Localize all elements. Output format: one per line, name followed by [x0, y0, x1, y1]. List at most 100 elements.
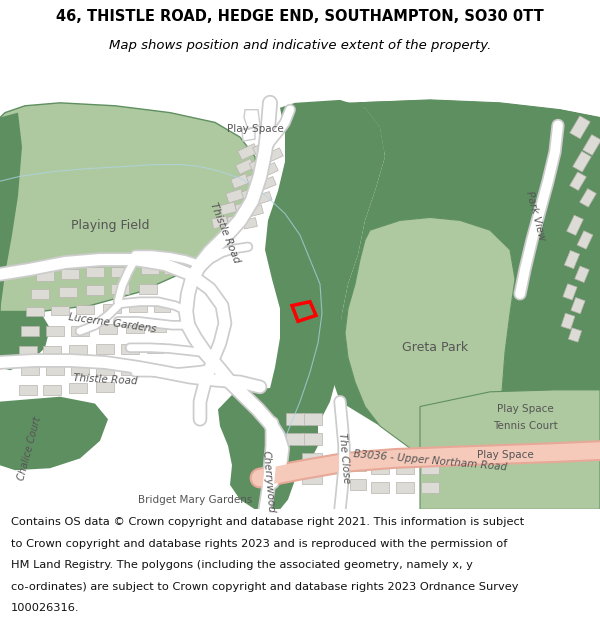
Text: Thistle Road: Thistle Road	[208, 201, 242, 265]
Bar	[139, 284, 157, 294]
Bar	[350, 460, 366, 471]
Bar	[111, 284, 129, 294]
Text: Play Space: Play Space	[497, 404, 553, 414]
Bar	[61, 269, 79, 279]
Polygon shape	[0, 397, 108, 470]
Text: Cherrywood: Cherrywood	[260, 450, 276, 514]
Bar	[248, 204, 263, 216]
Bar	[267, 148, 283, 162]
Bar	[71, 366, 89, 375]
Text: 100026316.: 100026316.	[11, 603, 79, 613]
Bar	[566, 215, 583, 236]
Bar	[141, 264, 159, 274]
Bar	[96, 366, 114, 375]
Bar	[568, 328, 581, 342]
Bar	[238, 144, 258, 160]
Bar	[126, 323, 144, 333]
Text: B3036 - Upper Northam Road: B3036 - Upper Northam Road	[353, 449, 507, 472]
Bar	[103, 304, 121, 314]
Bar	[43, 385, 61, 395]
Polygon shape	[0, 103, 258, 311]
Bar	[247, 171, 263, 185]
Bar	[19, 385, 37, 395]
Bar	[561, 313, 575, 329]
Bar	[256, 191, 272, 204]
Bar	[43, 346, 61, 356]
Bar	[573, 151, 591, 172]
Polygon shape	[0, 311, 50, 370]
Bar	[286, 413, 304, 425]
Polygon shape	[358, 100, 600, 208]
Bar	[302, 452, 322, 464]
Bar	[59, 287, 77, 297]
Text: HM Land Registry. The polygons (including the associated geometry, namely x, y: HM Land Registry. The polygons (includin…	[11, 560, 473, 570]
Bar	[36, 271, 54, 281]
Bar	[26, 307, 44, 316]
Text: Park View: Park View	[524, 189, 547, 241]
Text: Lucerne Gardens: Lucerne Gardens	[67, 312, 157, 334]
Bar	[76, 304, 94, 314]
Bar	[150, 322, 166, 332]
Bar	[253, 141, 271, 157]
Bar	[96, 344, 114, 354]
Bar	[236, 159, 254, 174]
Bar	[243, 217, 257, 229]
Bar	[241, 188, 259, 201]
Bar	[86, 268, 104, 278]
Text: co-ordinates) are subject to Crown copyright and database rights 2023 Ordnance S: co-ordinates) are subject to Crown copyr…	[11, 582, 518, 592]
Polygon shape	[262, 100, 385, 451]
Text: Map shows position and indicative extent of the property.: Map shows position and indicative extent…	[109, 39, 491, 52]
Bar	[350, 479, 366, 490]
Bar	[565, 251, 580, 269]
Bar	[583, 134, 600, 155]
Text: Playing Field: Playing Field	[71, 219, 149, 232]
Text: Thistle Road: Thistle Road	[73, 373, 137, 387]
Bar	[227, 214, 243, 226]
Bar	[569, 172, 586, 191]
Bar	[260, 176, 276, 190]
Bar	[220, 202, 236, 215]
Bar	[51, 306, 69, 316]
Text: Chalice Court: Chalice Court	[17, 416, 43, 482]
Bar	[111, 268, 129, 278]
Text: Greta Park: Greta Park	[402, 341, 468, 354]
Bar	[19, 346, 37, 356]
Bar	[570, 116, 590, 139]
Bar	[86, 285, 104, 295]
Bar	[21, 366, 39, 375]
Polygon shape	[330, 100, 600, 470]
Polygon shape	[0, 112, 22, 311]
Bar	[577, 231, 593, 249]
Polygon shape	[218, 387, 318, 509]
Bar	[46, 326, 64, 336]
Bar	[99, 324, 117, 334]
Bar	[31, 289, 49, 299]
Bar	[21, 326, 39, 336]
Bar	[147, 343, 163, 352]
Bar	[396, 463, 414, 474]
Bar	[71, 326, 89, 336]
Bar	[302, 472, 322, 484]
Bar	[96, 382, 114, 392]
Bar	[571, 298, 585, 314]
Bar	[164, 264, 180, 274]
Bar	[121, 344, 139, 354]
Bar	[154, 302, 170, 312]
Bar	[302, 413, 322, 425]
Bar	[235, 202, 251, 214]
Text: The Close: The Close	[337, 432, 351, 484]
Bar	[286, 433, 304, 445]
Bar	[421, 463, 439, 474]
Polygon shape	[420, 390, 600, 509]
Bar	[147, 366, 163, 375]
Text: 46, THISTLE ROAD, HEDGE END, SOUTHAMPTON, SO30 0TT: 46, THISTLE ROAD, HEDGE END, SOUTHAMPTON…	[56, 9, 544, 24]
Text: Play Space: Play Space	[227, 124, 283, 134]
Bar	[231, 174, 249, 189]
Bar	[371, 482, 389, 493]
Bar	[129, 302, 147, 312]
Text: Play Space: Play Space	[476, 451, 533, 461]
Polygon shape	[545, 110, 600, 208]
Bar	[371, 463, 389, 474]
Bar	[302, 433, 322, 445]
Bar	[121, 366, 139, 375]
